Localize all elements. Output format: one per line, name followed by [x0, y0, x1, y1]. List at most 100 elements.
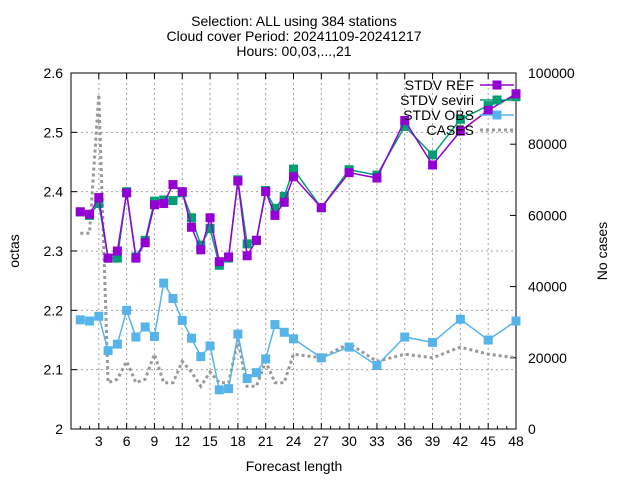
data-point: [242, 239, 252, 249]
y-tick-label: 2.3: [44, 243, 64, 259]
data-point: [483, 105, 493, 115]
data-point: [85, 316, 95, 326]
x-tick-label: 42: [453, 433, 469, 449]
y-tick-label: 2.6: [44, 65, 64, 81]
y-tick-label: 2.1: [44, 362, 64, 378]
y2-axis-label: No cases: [594, 222, 610, 280]
data-point: [455, 314, 465, 324]
data-point: [177, 187, 187, 197]
data-point: [233, 329, 243, 339]
x-tick-label: 45: [480, 433, 496, 449]
data-point: [261, 354, 271, 364]
y-axis-label: octas: [6, 234, 22, 267]
data-point: [196, 245, 206, 255]
chart-title-line-3: Hours: 00,03,...,21: [236, 43, 351, 59]
data-point: [279, 191, 289, 201]
chart-title-line-2: Cloud cover Period: 20241109-20241217: [166, 28, 421, 44]
y-tick-label: 2.5: [44, 124, 64, 140]
data-point: [316, 203, 326, 213]
data-point: [279, 327, 289, 337]
data-point: [344, 342, 354, 352]
data-point: [75, 315, 85, 325]
data-point: [511, 316, 521, 326]
x-tick-label: 39: [425, 433, 441, 449]
x-tick-label: 30: [341, 433, 357, 449]
data-point: [205, 213, 215, 223]
data-point: [400, 115, 410, 125]
y-tick-label: 2.4: [44, 184, 64, 200]
data-point: [270, 210, 280, 220]
data-point: [149, 200, 159, 210]
y2-tick-label: 40000: [528, 279, 567, 295]
x-tick-label: 36: [397, 433, 413, 449]
y2-tick-label: 100000: [528, 65, 575, 81]
data-point: [196, 240, 206, 250]
data-point: [122, 305, 132, 315]
data-point: [455, 114, 465, 124]
data-point: [289, 334, 298, 344]
x-tick-label: 33: [369, 433, 385, 449]
data-point: [103, 253, 113, 263]
data-point: [483, 101, 493, 111]
legend-label: STDV REF: [405, 77, 474, 93]
data-point: [205, 341, 215, 351]
data-point: [289, 172, 298, 182]
data-point: [279, 197, 289, 207]
data-point: [511, 89, 521, 99]
data-point: [177, 315, 187, 325]
y2-tick-label: 80000: [528, 136, 567, 152]
data-point: [94, 199, 104, 209]
data-point: [316, 353, 326, 363]
data-point: [187, 222, 197, 232]
x-tick-label: 12: [174, 433, 190, 449]
data-point: [75, 207, 85, 217]
data-point: [140, 238, 150, 248]
data-point: [94, 311, 104, 321]
data-point: [344, 168, 354, 178]
data-point: [233, 176, 243, 186]
data-point: [400, 332, 410, 342]
y2-tick-label: 60000: [528, 207, 567, 223]
data-point: [455, 126, 465, 136]
data-point: [112, 339, 122, 349]
series-stdv-ref: [75, 89, 521, 267]
x-tick-label: 6: [123, 433, 131, 449]
legend-swatch-marker: [492, 110, 502, 120]
data-point: [242, 374, 252, 384]
x-tick-label: 48: [508, 433, 524, 449]
data-point: [168, 196, 178, 206]
x-tick-label: 9: [151, 433, 159, 449]
data-point: [372, 361, 382, 371]
series-line: [80, 94, 517, 390]
data-point: [483, 335, 493, 345]
chart-title-line-1: Selection: ALL using 384 stations: [191, 13, 397, 29]
x-axis-label: Forecast length: [246, 458, 343, 474]
x-tick-label: 24: [286, 433, 302, 449]
data-point: [251, 235, 261, 245]
data-point: [224, 252, 234, 262]
data-point: [205, 223, 215, 233]
data-point: [85, 209, 95, 219]
data-point: [428, 337, 438, 347]
legend-label: STDV OBS: [403, 107, 474, 123]
x-tick-label: 27: [314, 433, 330, 449]
data-point: [94, 193, 104, 203]
data-point: [168, 293, 178, 303]
series-cases: [80, 94, 517, 390]
legend-swatch-marker: [492, 80, 502, 90]
legend-swatch-marker: [492, 95, 502, 105]
data-point: [224, 384, 234, 394]
data-point: [428, 150, 438, 160]
data-point: [131, 332, 141, 342]
series-stdv-obs: [75, 278, 521, 395]
data-point: [103, 346, 113, 356]
y-tick-label: 2: [55, 421, 63, 437]
data-point: [122, 188, 132, 198]
data-point: [187, 213, 197, 223]
legend-label: CASES: [427, 122, 474, 138]
x-tick-label: 15: [202, 433, 218, 449]
data-point: [270, 320, 280, 330]
data-point: [131, 253, 141, 263]
